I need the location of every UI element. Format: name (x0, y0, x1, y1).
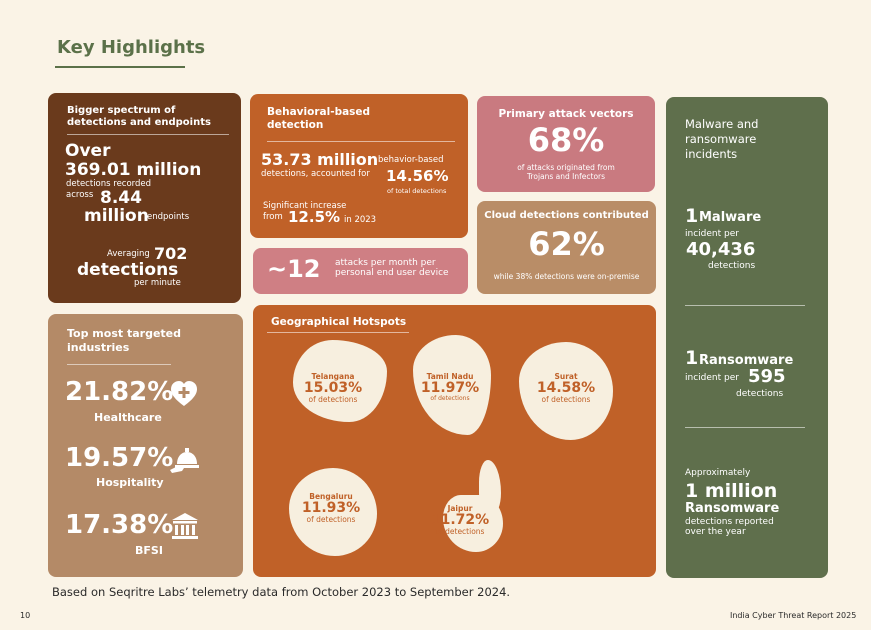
ransomware-value: 595 (748, 366, 786, 387)
ransomware-unit: detections (736, 389, 784, 399)
approx-ransomware: Ransomware (685, 501, 780, 516)
behavior-heading: Behavioral-based detection (267, 106, 371, 132)
cloud-value: 62% (528, 225, 605, 263)
hotspot-value: 11.93% (301, 499, 361, 516)
hotspot-value: 15.03% (303, 379, 363, 396)
bank-icon (170, 511, 200, 541)
behavior-increase-value: 12.5% (288, 208, 341, 226)
malware-caption: incident per (685, 229, 739, 239)
hotspot-bengaluru: Bengaluru 11.93% of detections (296, 493, 366, 523)
report-name: India Cyber Threat Report 2025 (730, 611, 857, 620)
industry-value: 17.38% (65, 510, 174, 540)
behavior-increase-line1: Significant increase (263, 201, 347, 211)
geo-heading: Geographical Hotspots (271, 316, 407, 328)
spectrum-detections-value: 369.01 million (65, 160, 202, 180)
hotspot-name: Telangana (311, 372, 355, 381)
industry-label: Hospitality (96, 476, 164, 489)
hotspot-tamil-nadu: Tamil Nadu 11.97% of detections (415, 373, 485, 402)
industry-value: 19.57% (65, 443, 174, 473)
spectrum-per-minute-unit: detections (77, 260, 179, 280)
behavior-caption-left: detections, accounted for (261, 169, 370, 179)
geo-hotspots-card: Geographical Hotspots Telangana 15.03% o… (253, 305, 656, 577)
spectrum-detections-caption: detections recorded (66, 179, 152, 189)
behavior-increase-year: in 2023 (344, 215, 377, 225)
vectors-caption: of attacks originated from Trojans and I… (517, 163, 615, 181)
malware-unit: detections (708, 261, 756, 271)
bengaluru-map-shape (289, 468, 377, 556)
approx-value: 1 million (685, 480, 778, 502)
service-bell-icon (170, 444, 202, 474)
attacks-card: ~12 attacks per month per personal end u… (253, 248, 468, 294)
approx-caption: detections reported over the year (685, 517, 774, 538)
behavior-share-caption: of total detections (387, 187, 447, 195)
hotspot-caption: of detections (306, 514, 356, 524)
hotspot-caption: of detections (541, 394, 591, 404)
cloud-heading: Cloud detections contributed (484, 210, 649, 221)
malware-label: Malware (699, 210, 762, 225)
hotspot-jaipur: Jaipur 11.72% of detections (425, 505, 495, 535)
hotspot-name: Bengaluru (309, 492, 353, 501)
behavior-caption-right: behavior-based (378, 155, 444, 165)
industry-label: BFSI (135, 544, 163, 557)
spectrum-averaging: Averaging (107, 249, 150, 259)
hotspot-caption: of detections (435, 526, 485, 536)
attack-vectors-card: Primary attack vectors 68% of attacks or… (477, 96, 655, 192)
cloud-detections-card: Cloud detections contributed 62% while 3… (477, 201, 656, 294)
jaipur-map-shape-north (479, 460, 501, 515)
hotspot-value: 11.72% (430, 511, 490, 528)
spectrum-endpoints-caption: endpoints (147, 212, 190, 222)
attacks-caption: attacks per month per personal end user … (335, 258, 449, 279)
hotspot-caption: of detections (308, 394, 358, 404)
heart-plus-icon (169, 379, 199, 409)
spectrum-endpoints-million: million (84, 206, 149, 226)
page-title: Key Highlights (57, 37, 206, 58)
spectrum-over: Over (65, 141, 111, 161)
vectors-heading: Primary attack vectors (498, 108, 634, 120)
spectrum-endpoints-value: 8.44 (100, 188, 142, 208)
surat-map-shape (519, 342, 613, 440)
footnote: Based on Seqritre Labs’ telemetry data f… (52, 585, 511, 599)
ransomware-caption: incident per (685, 373, 739, 383)
hotspot-name: Tamil Nadu (426, 372, 474, 381)
spectrum-per-minute-caption: per minute (134, 278, 181, 288)
malware-value: 40,436 (686, 239, 756, 260)
behavior-card: Behavioral-based detection 53.73 million… (250, 94, 468, 238)
malware-heading: Malware and ransomware incidents (685, 117, 759, 161)
spectrum-across: across (66, 190, 94, 200)
malware-card: Malware and ransomware incidents 1 Malwa… (666, 97, 828, 578)
hotspot-name: Jaipur (447, 504, 473, 513)
hotspot-value: 11.97% (420, 379, 480, 396)
hotspot-surat: Surat 14.58% of detections (531, 373, 601, 403)
hotspot-caption: of detections (430, 394, 470, 402)
ransomware-count: 1 (685, 347, 699, 369)
approx-label: Approximately (685, 468, 751, 478)
industry-label: Healthcare (94, 411, 162, 424)
industry-value: 21.82% (65, 377, 174, 407)
vectors-value: 68% (527, 121, 605, 159)
hotspot-value: 14.58% (536, 379, 596, 396)
ransomware-label: Ransomware (699, 353, 794, 368)
behavior-value: 53.73 million (261, 150, 379, 169)
telangana-map-shape (293, 340, 387, 422)
hotspot-telangana: Telangana 15.03% of detections (298, 373, 368, 403)
malware-count: 1 (685, 205, 699, 227)
spectrum-card: Bigger spectrum of detections and endpoi… (48, 93, 241, 303)
attacks-value: ~12 (267, 255, 321, 283)
spectrum-heading: Bigger spectrum of detections and endpoi… (67, 105, 211, 128)
industries-heading: Top most targeted industries (67, 327, 181, 354)
industries-card: Top most targeted industries 21.82% Heal… (48, 314, 243, 577)
cloud-caption: while 38% detections were on-premise (493, 272, 640, 281)
hotspot-name: Surat (554, 372, 578, 381)
title-underline (55, 66, 185, 68)
page-number: 10 (20, 611, 31, 620)
spectrum-per-minute-value: 702 (154, 244, 188, 263)
behavior-increase-from: from (263, 212, 283, 222)
behavior-share: 14.56% (386, 167, 449, 185)
